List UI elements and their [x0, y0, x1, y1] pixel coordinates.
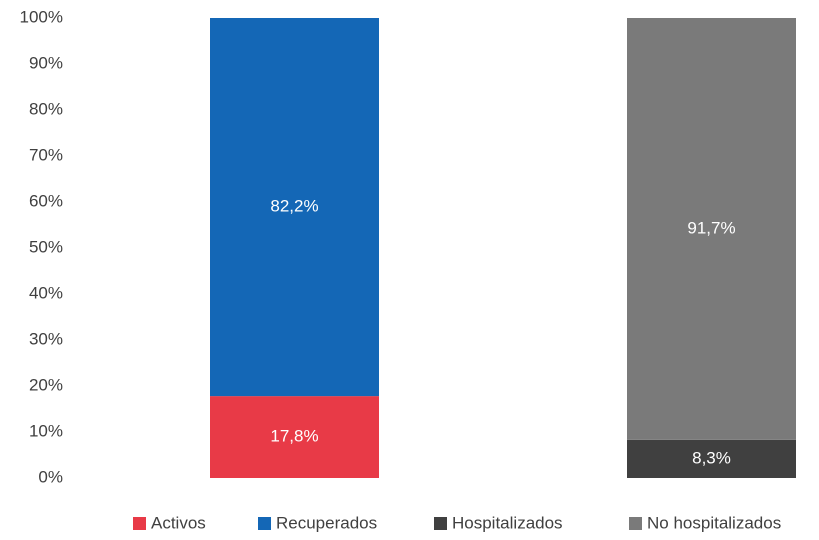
y-tick-label: 70%	[29, 145, 63, 164]
legend-swatch	[629, 517, 642, 530]
legend-label: Activos	[151, 513, 206, 532]
bar-segment	[210, 18, 379, 397]
y-tick-label: 100%	[20, 7, 63, 26]
legend-swatch	[133, 517, 146, 530]
data-label: 8,3%	[692, 448, 731, 467]
y-tick-label: 0%	[38, 467, 63, 486]
legend-label: Recuperados	[276, 513, 377, 532]
data-label: 91,7%	[687, 218, 735, 237]
bar-segment	[210, 396, 379, 478]
legend-swatch	[434, 517, 447, 530]
y-tick-label: 10%	[29, 421, 63, 440]
legend-label: Hospitalizados	[452, 513, 563, 532]
y-tick-label: 30%	[29, 329, 63, 348]
data-label: 17,8%	[270, 427, 318, 446]
data-label: 82,2%	[270, 197, 318, 216]
y-tick-label: 40%	[29, 283, 63, 302]
legend-label: No hospitalizados	[647, 513, 781, 532]
y-tick-label: 50%	[29, 237, 63, 256]
y-tick-label: 90%	[29, 53, 63, 72]
bar-segment	[627, 18, 796, 440]
y-tick-label: 60%	[29, 191, 63, 210]
bar-segment	[627, 439, 796, 478]
y-tick-label: 20%	[29, 375, 63, 394]
y-tick-label: 80%	[29, 99, 63, 118]
legend-swatch	[258, 517, 271, 530]
